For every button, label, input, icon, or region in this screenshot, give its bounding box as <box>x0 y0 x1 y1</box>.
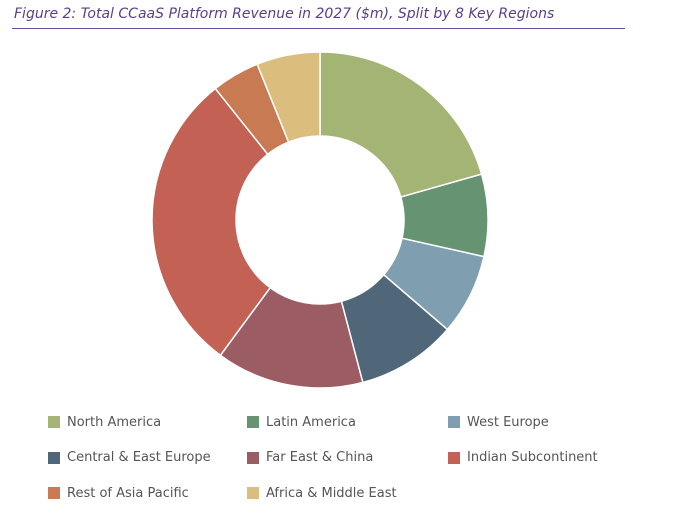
title-underline <box>12 28 625 29</box>
donut-chart <box>151 51 489 389</box>
legend-swatch <box>448 416 460 428</box>
legend-label: West Europe <box>467 414 549 430</box>
legend-swatch <box>247 416 259 428</box>
legend-item: Central & East Europe <box>48 448 247 468</box>
donut-slice-0 <box>319 51 483 198</box>
legend-item: Indian Subcontinent <box>448 448 648 468</box>
legend-item: Africa & Middle East <box>247 483 448 503</box>
donut-slice-7 <box>256 51 321 144</box>
legend-item: Far East & China <box>247 448 448 468</box>
legend-swatch <box>448 451 460 464</box>
legend-label: Latin America <box>266 414 356 430</box>
legend-label: Africa & Middle East <box>266 485 397 501</box>
chart-legend: North America Latin America West Europe Cen… <box>48 412 648 519</box>
legend-swatch <box>48 451 60 464</box>
legend-label: Indian Subcontinent <box>467 450 598 465</box>
legend-item: West Europe <box>448 412 648 432</box>
legend-item: Rest of Asia Pacific <box>48 483 247 503</box>
legend-swatch <box>247 487 259 499</box>
legend-swatch <box>247 451 259 464</box>
legend-item: North America <box>48 412 247 432</box>
legend-swatch <box>48 487 60 499</box>
legend-label: Central & East Europe <box>67 450 211 465</box>
donut-slice-5 <box>151 87 272 357</box>
legend-label: North America <box>67 414 162 430</box>
legend-item: Latin America <box>247 412 448 432</box>
legend-label: Far East & China <box>266 450 374 465</box>
legend-label: Rest of Asia Pacific <box>67 485 189 501</box>
chart-title: Figure 2: Total CCaaS Platform Revenue i… <box>14 6 555 22</box>
legend-swatch <box>48 416 60 428</box>
